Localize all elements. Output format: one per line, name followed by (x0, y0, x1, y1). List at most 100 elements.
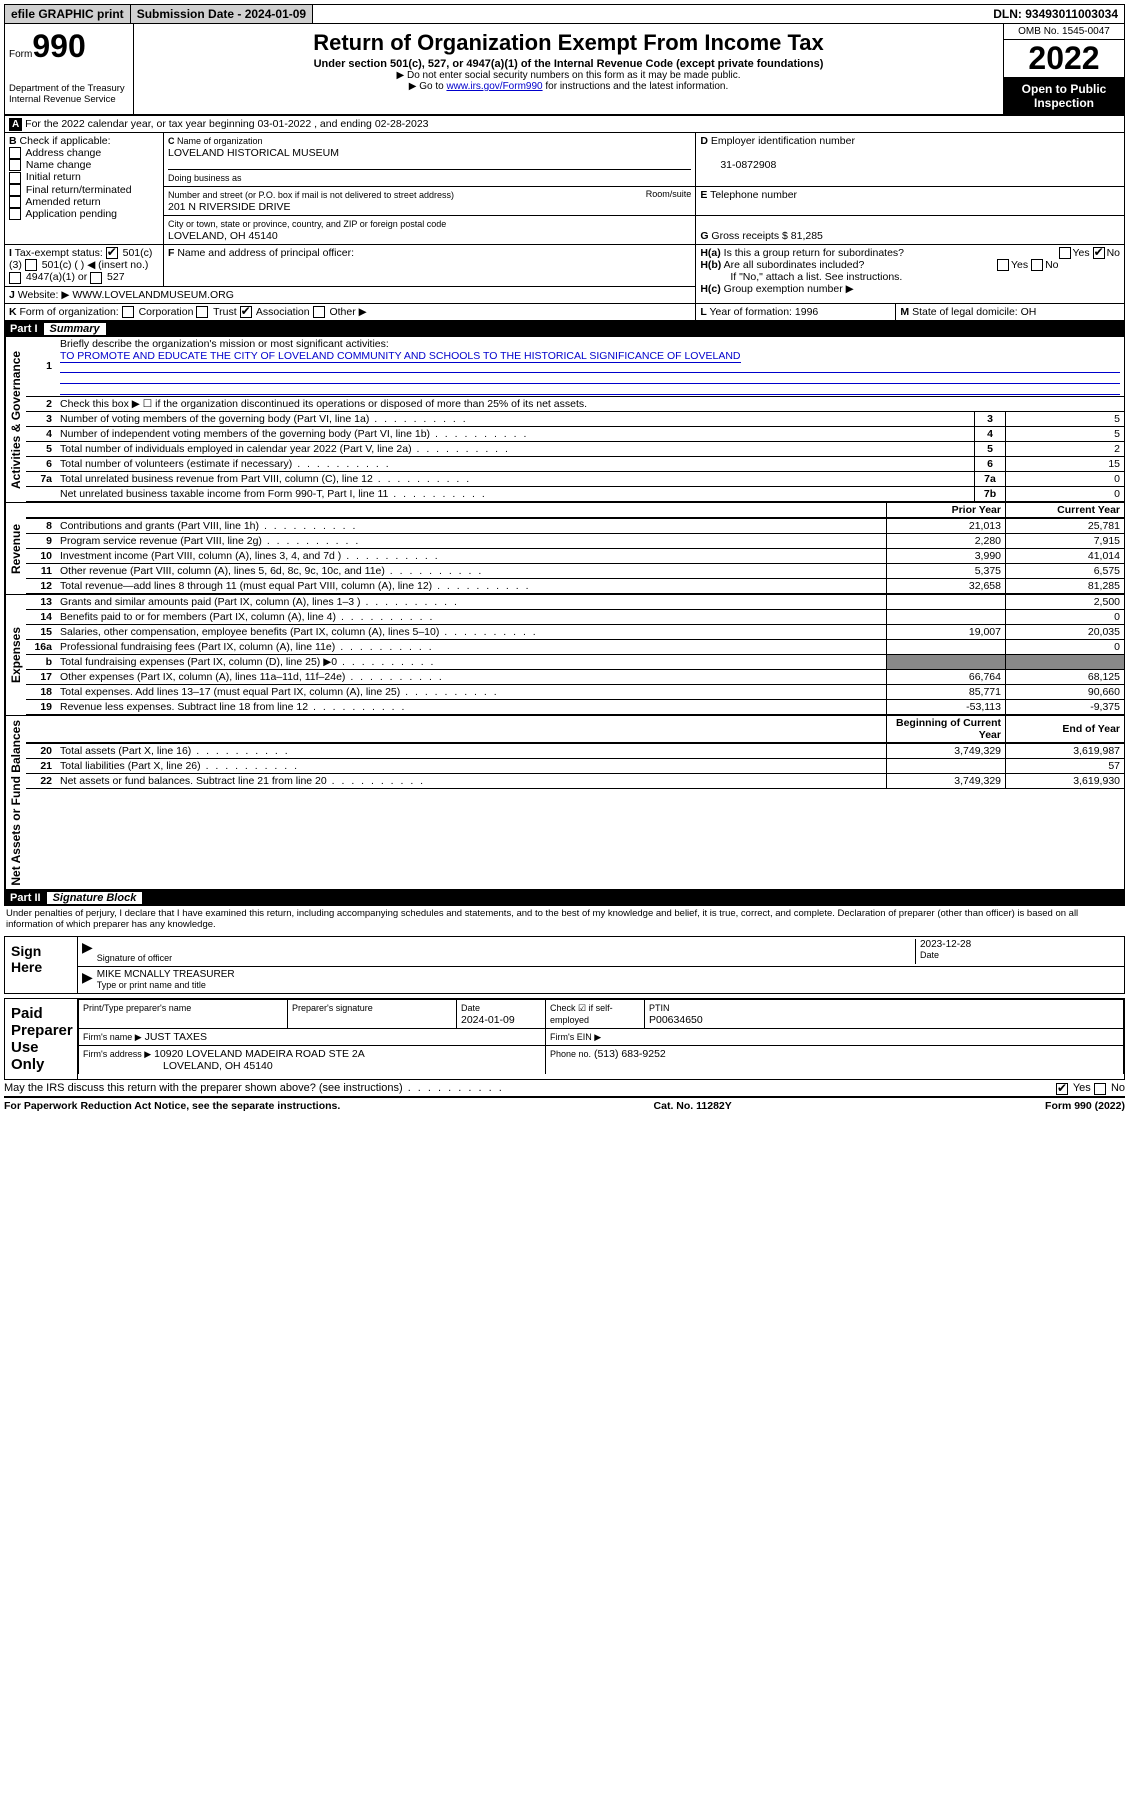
hb-yes[interactable] (997, 259, 1009, 271)
paid-preparer-label: Paid Preparer Use Only (5, 999, 78, 1079)
sign-date: 2023-12-28 (920, 939, 971, 950)
assoc-cb[interactable] (240, 306, 252, 318)
form-ref: Form 990 (2022) (1045, 1100, 1125, 1112)
current-val: 25,781 (1006, 518, 1125, 534)
d-label: Employer identification number (711, 135, 855, 147)
netassets-section: Net Assets or Fund Balances Beginning of… (4, 716, 1125, 891)
end-year-hdr: End of Year (1006, 716, 1125, 743)
prep-date: 2024-01-09 (461, 1014, 515, 1026)
begin-year-hdr: Beginning of Current Year (887, 716, 1006, 743)
ha-no[interactable] (1093, 247, 1105, 259)
prior-val (887, 595, 1006, 610)
527-cb[interactable] (90, 272, 102, 284)
form-number: Form990 (9, 28, 129, 65)
gov-val: 0 (1006, 471, 1125, 486)
ein: 31-0872908 (720, 159, 776, 171)
expenses-label: Expenses (5, 595, 26, 715)
firm-addr1: 10920 LOVELAND MADEIRA ROAD STE 2A (154, 1048, 365, 1060)
current-val: 68,125 (1006, 669, 1125, 684)
prior-val: 85,771 (887, 684, 1006, 699)
current-val: 6,575 (1006, 563, 1125, 578)
ptin: P00634650 (649, 1014, 703, 1026)
501c-cb[interactable] (25, 259, 37, 271)
irs-link[interactable]: www.irs.gov/Form990 (446, 81, 542, 92)
app-pending-cb[interactable] (9, 208, 21, 220)
paperwork-notice: For Paperwork Reduction Act Notice, see … (4, 1100, 340, 1112)
irs-label: Internal Revenue Service (9, 94, 129, 105)
omb-number: OMB No. 1545-0047 (1004, 24, 1124, 40)
part2-header: Part IISignature Block (4, 890, 1125, 906)
trust-cb[interactable] (196, 306, 208, 318)
gross-receipts: 81,285 (791, 230, 823, 242)
prior-val: 21,013 (887, 518, 1006, 534)
prior-val (887, 758, 1006, 773)
current-val: 57 (1006, 758, 1125, 773)
dept-treasury: Department of the Treasury (9, 83, 129, 94)
gov-val: 5 (1006, 411, 1125, 426)
top-bar: efile GRAPHIC print Submission Date - 20… (4, 4, 1125, 24)
ha-yes[interactable] (1059, 247, 1071, 259)
4947-cb[interactable] (9, 272, 21, 284)
netassets-label: Net Assets or Fund Balances (5, 716, 26, 890)
ssn-note: ▶ Do not enter social security numbers o… (138, 70, 999, 81)
penalty-declaration: Under penalties of perjury, I declare th… (4, 906, 1125, 932)
submission-date: Submission Date - 2024-01-09 (131, 5, 313, 23)
gov-val: 0 (1006, 486, 1125, 501)
org-name: LOVELAND HISTORICAL MUSEUM (168, 147, 339, 159)
prior-val: -53,113 (887, 699, 1006, 714)
header-table: A For the 2022 calendar year, or tax yea… (4, 115, 1125, 321)
website[interactable]: WWW.LOVELANDMUSEUM.ORG (72, 289, 234, 301)
dln: DLN: 93493011003034 (987, 5, 1124, 23)
current-val: 41,014 (1006, 548, 1125, 563)
cat-no: Cat. No. 11282Y (654, 1100, 732, 1112)
current-val: 3,619,930 (1006, 773, 1125, 788)
firm-phone: (513) 683-9252 (594, 1048, 666, 1060)
initial-return-cb[interactable] (9, 172, 21, 184)
efile-btn[interactable]: efile GRAPHIC print (5, 5, 131, 23)
prior-val (887, 609, 1006, 624)
hb-no[interactable] (1031, 259, 1043, 271)
sign-here-block: Sign Here Signature of officer 2023-12-2… (4, 936, 1125, 994)
firm-addr2: LOVELAND, OH 45140 (163, 1060, 273, 1072)
current-val: 20,035 (1006, 624, 1125, 639)
addr-change-cb[interactable] (9, 147, 21, 159)
state-domicile: OH (1021, 306, 1037, 318)
revenue-section: Revenue Prior Year Current Year 8Contrib… (4, 503, 1125, 595)
goto-note: ▶ Go to www.irs.gov/Form990 for instruct… (138, 81, 999, 92)
discuss-yes[interactable] (1056, 1083, 1068, 1095)
f-label: Name and address of principal officer: (177, 247, 354, 259)
firm-name: JUST TAXES (145, 1031, 207, 1043)
discuss-no[interactable] (1094, 1083, 1106, 1095)
prior-val: 3,749,329 (887, 743, 1006, 759)
prior-val: 66,764 (887, 669, 1006, 684)
street: 201 N RIVERSIDE DRIVE (168, 201, 291, 213)
name-change-cb[interactable] (9, 159, 21, 171)
section-a-text: For the 2022 calendar year, or tax year … (25, 118, 428, 130)
current-year-hdr: Current Year (1006, 503, 1125, 518)
current-val: 0 (1006, 609, 1125, 624)
other-cb[interactable] (313, 306, 325, 318)
corp-cb[interactable] (122, 306, 134, 318)
city: LOVELAND, OH 45140 (168, 230, 278, 242)
governance-section: Activities & Governance 1 Briefly descri… (4, 337, 1125, 503)
current-val: -9,375 (1006, 699, 1125, 714)
amended-cb[interactable] (9, 196, 21, 208)
governance-label: Activities & Governance (5, 337, 26, 502)
sign-here-label: Sign Here (5, 937, 78, 993)
e-label: Telephone number (710, 189, 797, 201)
current-val: 3,619,987 (1006, 743, 1125, 759)
prior-val: 5,375 (887, 563, 1006, 578)
prior-val: 3,990 (887, 548, 1006, 563)
form-subtitle: Under section 501(c), 527, or 4947(a)(1)… (138, 58, 999, 70)
year-formation: 1996 (795, 306, 818, 318)
gov-val: 5 (1006, 426, 1125, 441)
tax-year: 2022 (1004, 40, 1124, 78)
final-return-cb[interactable] (9, 184, 21, 196)
501c3-cb[interactable] (106, 247, 118, 259)
officer-name: MIKE MCNALLY TREASURER (97, 969, 235, 980)
prior-val: 19,007 (887, 624, 1006, 639)
footer: For Paperwork Reduction Act Notice, see … (4, 1098, 1125, 1114)
mission: TO PROMOTE AND EDUCATE THE CITY OF LOVEL… (60, 350, 741, 363)
prior-val: 2,280 (887, 533, 1006, 548)
form-title: Return of Organization Exempt From Incom… (138, 30, 999, 56)
